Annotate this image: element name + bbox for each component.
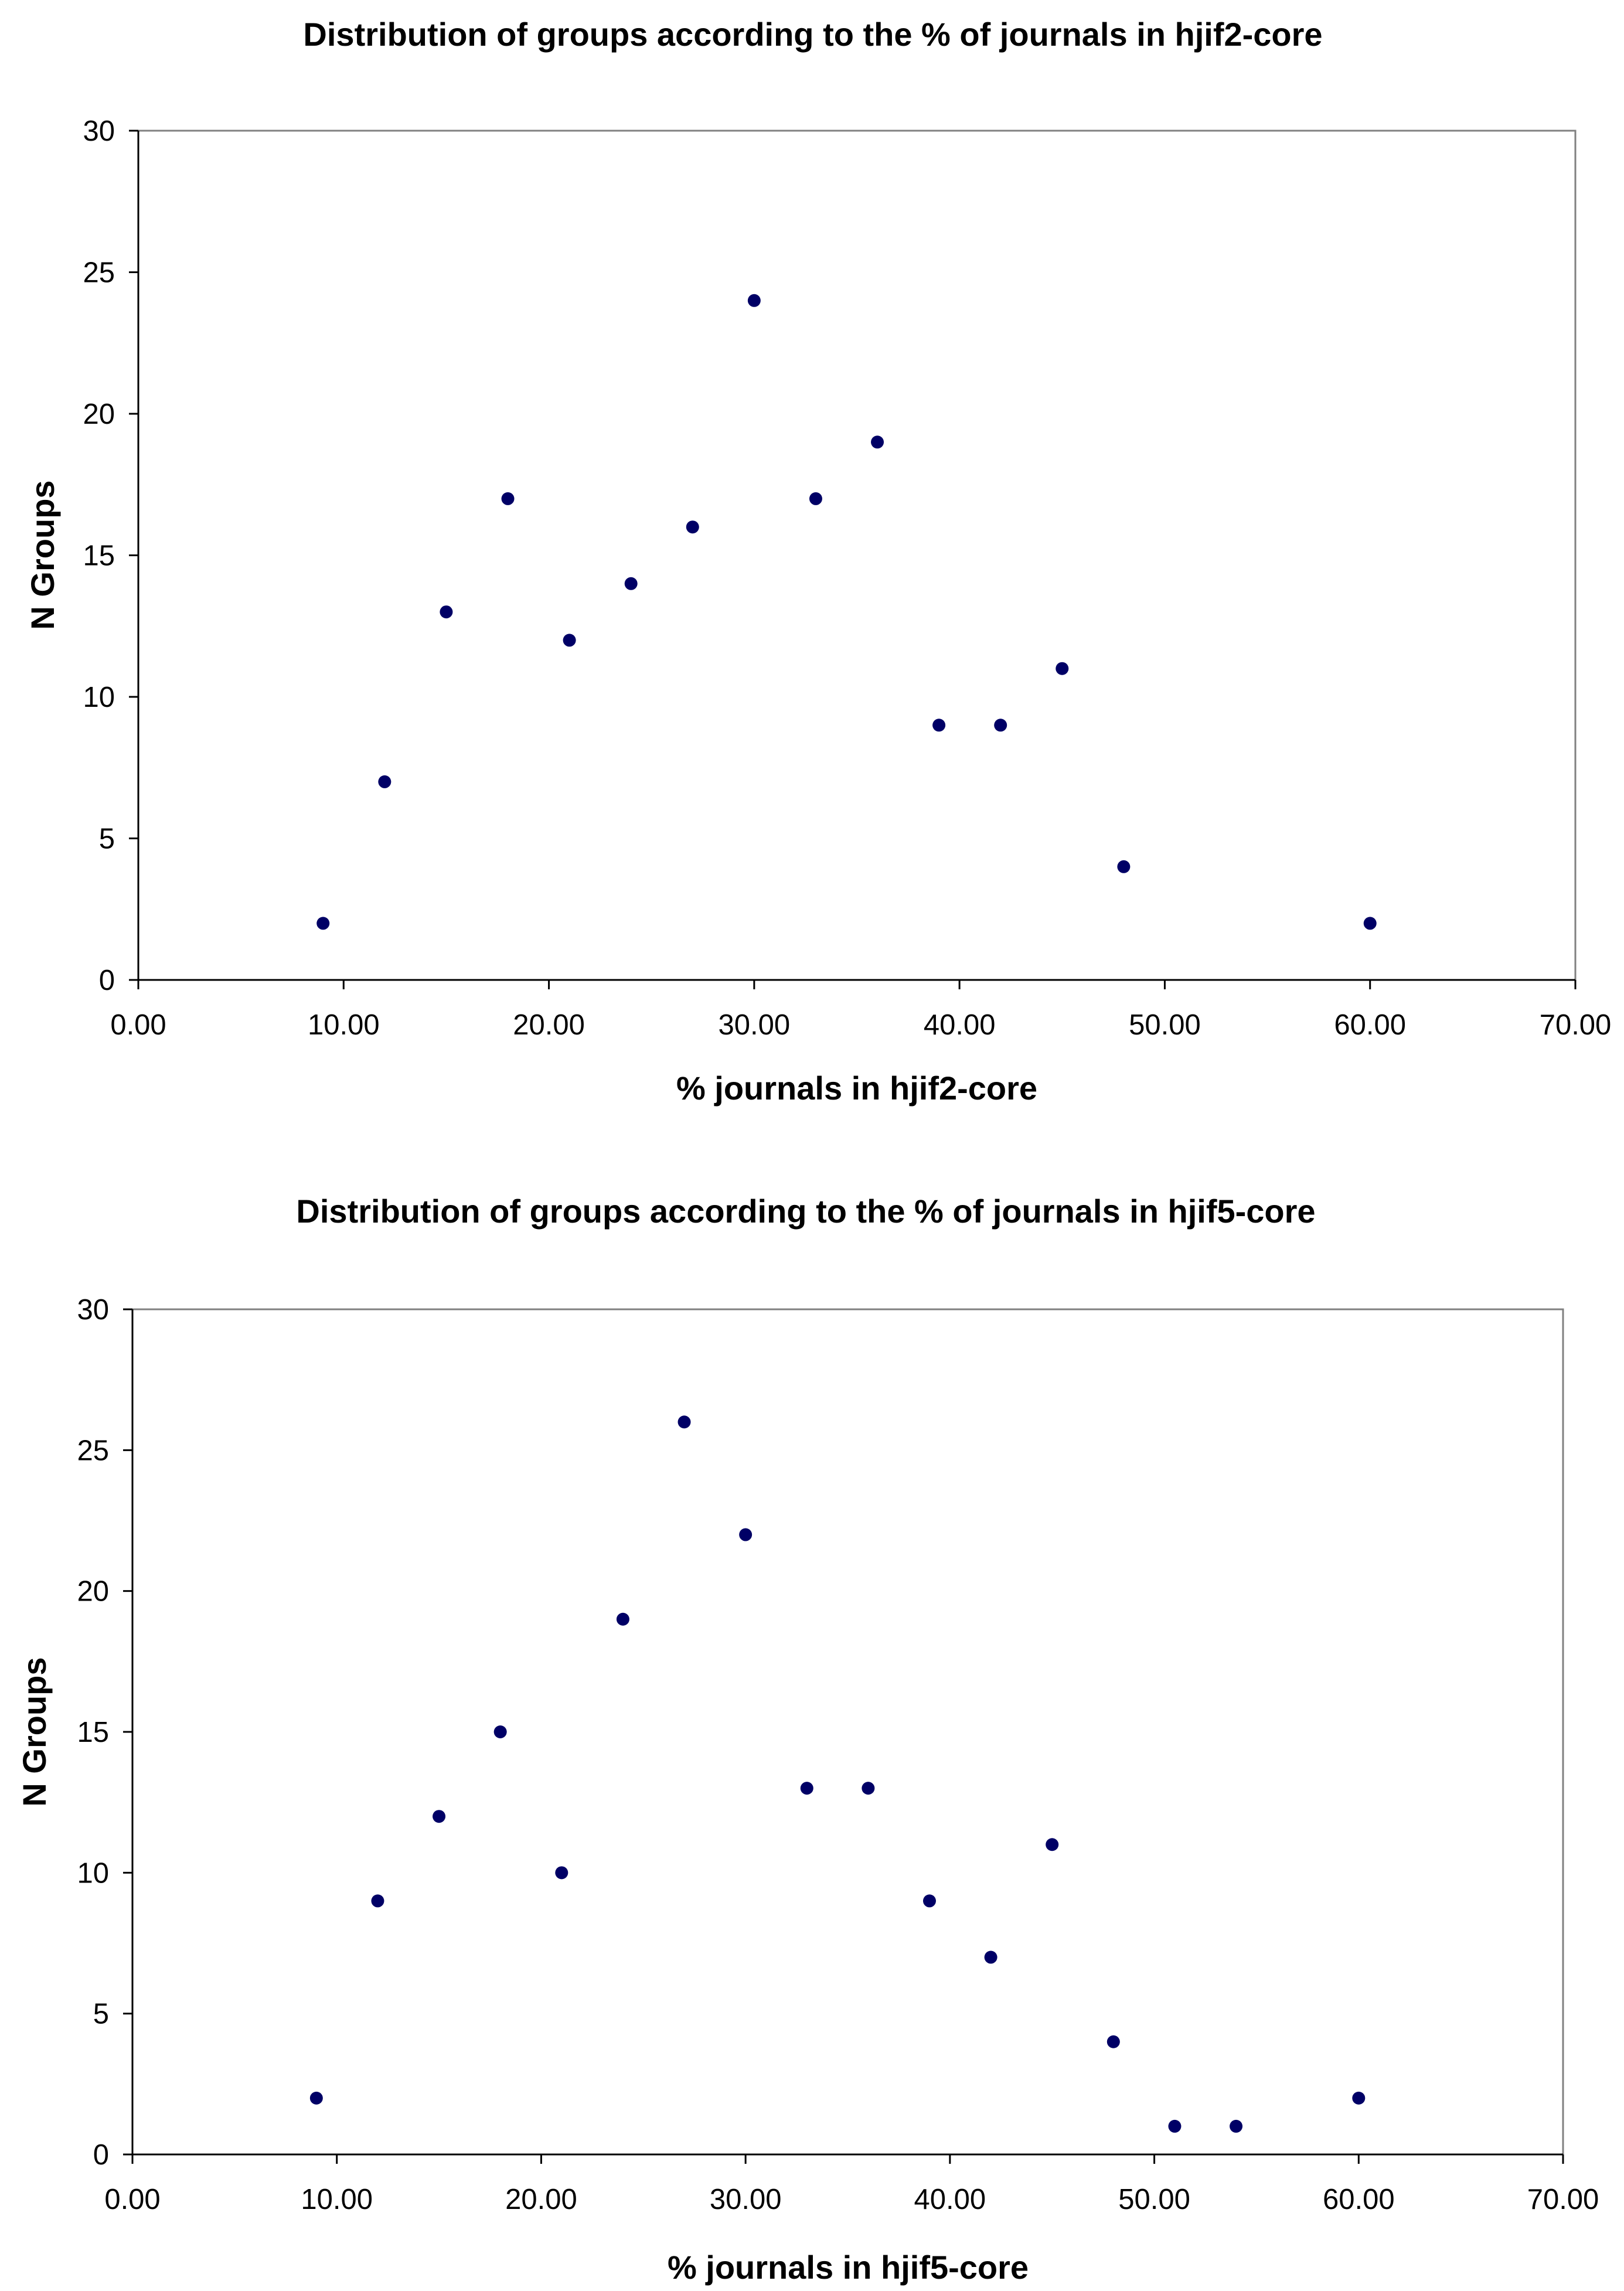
data-point [440, 605, 453, 619]
y-tick-label: 25 [83, 257, 115, 289]
y-ticks: 0 5 10 15 20 25 30 [77, 1294, 132, 2171]
data-point [371, 1894, 384, 1908]
x-ticks: 0.00 10.00 20.00 30.00 40.00 50.00 60.00 70.00 [104, 2154, 1599, 2215]
data-point [378, 775, 391, 788]
data-point [624, 577, 638, 590]
x-axis-label: % journals in hjif5-core [668, 2249, 1029, 2286]
data-point [433, 1810, 446, 1823]
y-axis-label: N Groups [16, 1657, 53, 1806]
y-tick-label: 0 [99, 965, 115, 996]
chart-title: Distribution of groups according to the … [303, 16, 1322, 53]
chart-hjif5: Distribution of groups according to the … [16, 1193, 1599, 2286]
y-tick-label: 10 [83, 682, 115, 713]
data-point [309, 2091, 323, 2105]
scatter-points [309, 1415, 1366, 2133]
y-tick-label: 30 [83, 115, 115, 147]
x-tick-label: 0.00 [104, 2184, 160, 2215]
x-tick-label: 20.00 [513, 1009, 585, 1041]
y-tick-label: 30 [77, 1294, 109, 1326]
x-tick-label: 40.00 [924, 1009, 996, 1041]
data-point [1352, 2091, 1366, 2105]
x-axis-label: % journals in hjif2-core [676, 1070, 1037, 1107]
x-tick-label: 70.00 [1540, 1009, 1612, 1041]
chart-title: Distribution of groups according to the … [296, 1193, 1315, 1230]
data-point [739, 1528, 753, 1541]
x-tick-label: 50.00 [1118, 2184, 1190, 2215]
data-point [862, 1782, 875, 1795]
data-point [563, 634, 576, 647]
data-point [1046, 1838, 1059, 1851]
data-point [616, 1612, 629, 1626]
chart-hjif2: Distribution of groups according to the … [24, 16, 1611, 1107]
x-tick-label: 30.00 [710, 2184, 782, 2215]
data-point [1168, 2119, 1182, 2133]
data-point [1107, 2035, 1120, 2048]
plot-area [131, 1308, 1564, 2156]
scatter-points [316, 294, 1377, 930]
x-tick-label: 10.00 [301, 2184, 373, 2215]
data-point [677, 1415, 691, 1429]
data-point [493, 1725, 507, 1738]
x-tick-label: 40.00 [914, 2184, 986, 2215]
data-point [1230, 2119, 1243, 2133]
y-tick-label: 15 [83, 540, 115, 572]
y-axis-label: N Groups [24, 480, 61, 629]
data-point [922, 1894, 936, 1908]
data-point [316, 917, 330, 930]
x-tick-label: 50.00 [1129, 1009, 1201, 1041]
y-tick-label: 0 [93, 2139, 109, 2171]
y-tick-label: 25 [77, 1435, 109, 1466]
x-tick-label: 10.00 [308, 1009, 380, 1041]
data-point [555, 1866, 568, 1880]
data-point [1117, 860, 1131, 873]
plot-area [137, 130, 1577, 981]
x-tick-label: 30.00 [719, 1009, 791, 1041]
data-point [932, 719, 946, 732]
y-tick-label: 20 [77, 1576, 109, 1608]
data-point [994, 719, 1007, 732]
data-point [800, 1782, 813, 1795]
y-tick-label: 15 [77, 1717, 109, 1748]
data-point [501, 492, 515, 505]
x-tick-label: 0.00 [110, 1009, 166, 1041]
x-tick-label: 20.00 [505, 2184, 577, 2215]
data-point [984, 1950, 997, 1964]
x-tick-label: 60.00 [1334, 1009, 1406, 1041]
y-tick-label: 10 [77, 1857, 109, 1889]
x-tick-label: 60.00 [1323, 2184, 1395, 2215]
y-tick-label: 5 [99, 823, 115, 855]
data-point [686, 520, 699, 534]
y-tick-label: 20 [83, 399, 115, 430]
y-tick-label: 5 [93, 1999, 109, 2030]
data-point [1056, 662, 1069, 675]
y-ticks: 0 5 10 15 20 25 30 [83, 115, 138, 996]
x-ticks: 0.00 10.00 20.00 30.00 40.00 50.00 60.00 70.00 [110, 980, 1611, 1041]
data-point [809, 492, 822, 505]
data-point [871, 435, 884, 449]
x-tick-label: 70.00 [1527, 2184, 1599, 2215]
data-point [747, 294, 761, 307]
data-point [1363, 917, 1377, 930]
